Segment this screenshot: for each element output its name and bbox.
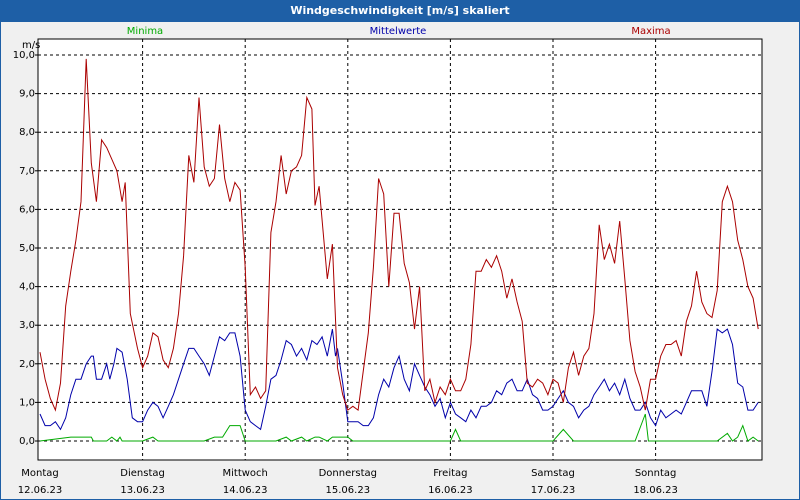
x-tick-day: Freitag: [433, 468, 467, 479]
legend-minima: Minima: [127, 26, 163, 37]
y-tick-label: 6,0: [19, 204, 35, 215]
x-tick-date: 12.06.23: [18, 485, 63, 496]
x-tick-date: 17.06.23: [531, 485, 576, 496]
y-tick-label: 4,0: [19, 282, 35, 293]
y-tick-label: 2,0: [19, 359, 35, 370]
y-tick-label: 5,0: [19, 243, 35, 254]
x-tick-date: 14.06.23: [223, 485, 268, 496]
x-tick-day: Montag: [21, 468, 58, 479]
y-tick-label: 1,0: [19, 397, 35, 408]
y-tick-label: 7,0: [19, 166, 35, 177]
x-tick-day: Sonntag: [635, 468, 677, 479]
legend-mittelwerte: Mittelwerte: [370, 26, 427, 37]
x-tick-date: 16.06.23: [428, 485, 473, 496]
y-tick-label: 10,0: [13, 50, 35, 61]
x-tick-day: Samstag: [531, 468, 575, 479]
series-lines: [39, 58, 759, 442]
x-axis-ticks: Montag 12.06.23 Dienstag 13.06.23 Mittwoch 14…: [18, 468, 678, 496]
series-line-mittelwerte: [39, 328, 759, 431]
y-tick-label: 8,0: [19, 127, 35, 138]
grid: [38, 39, 763, 460]
x-tick-day: Mittwoch: [223, 468, 268, 479]
x-tick-date: 13.06.23: [120, 485, 165, 496]
x-tick-day: Donnerstag: [319, 468, 377, 479]
x-tick-day: Dienstag: [120, 468, 165, 479]
x-tick-date: 18.06.23: [633, 485, 678, 496]
y-axis-ticks: 0,0 1,0 2,0 3,0 4,0 5,0 6,0 7,0 8,0 9,0 10,0: [13, 50, 38, 447]
series-line-minima: [39, 413, 759, 442]
plot-area: [37, 38, 763, 461]
y-axis-label: m/s: [22, 40, 40, 51]
window-title: Windgeschwindigkeit [m/s] skaliert: [1, 1, 799, 22]
y-tick-label: 0,0: [19, 436, 35, 447]
y-tick-label: 9,0: [19, 89, 35, 100]
x-tick-date: 15.06.23: [326, 485, 371, 496]
legend-maxima: Maxima: [631, 26, 670, 37]
y-tick-label: 3,0: [19, 320, 35, 331]
series-line-maxima: [39, 58, 759, 412]
